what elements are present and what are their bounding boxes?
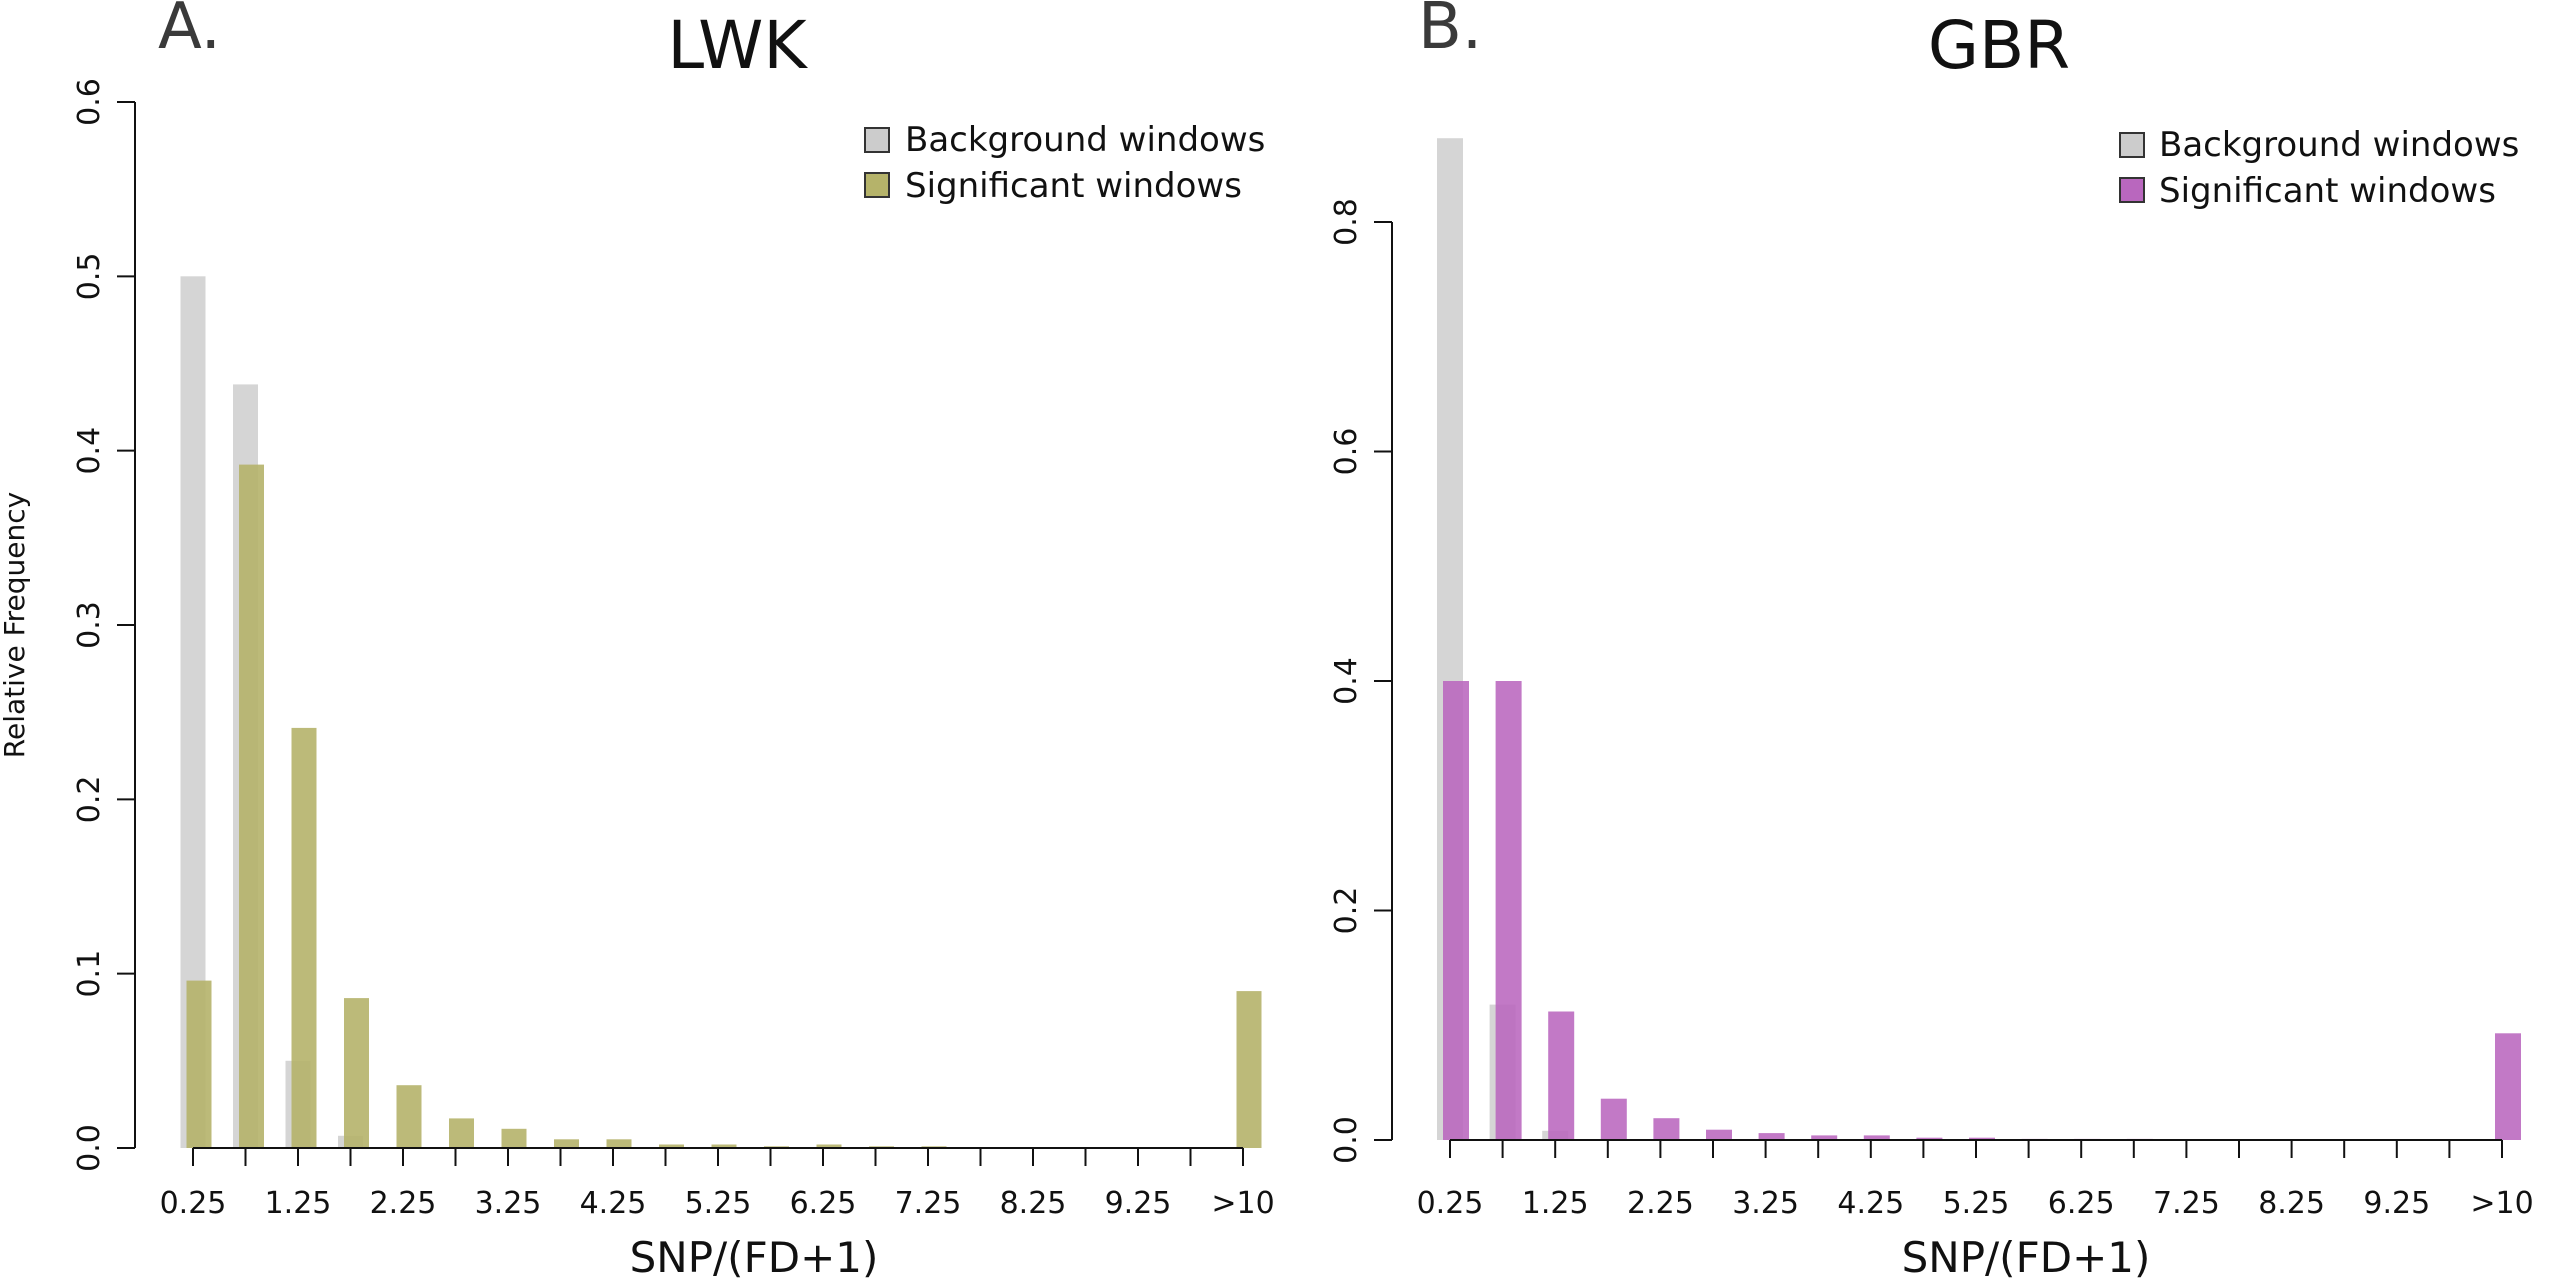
y-axis-label: Relative Frequency bbox=[0, 492, 31, 758]
legend-label-significant: Significant windows bbox=[905, 166, 1242, 206]
x-tick-label: 6.25 bbox=[790, 1186, 857, 1221]
x-tick-label: 5.25 bbox=[685, 1186, 752, 1221]
x-axis-label: SNP/(FD+1) bbox=[630, 1233, 879, 1282]
bar-significant-7 bbox=[554, 1139, 579, 1148]
legend-swatch-background bbox=[864, 127, 890, 153]
bar-significant-8 bbox=[606, 1139, 632, 1148]
bar-significant-5 bbox=[449, 1118, 474, 1148]
y-tick-label: 0.0 bbox=[72, 1124, 107, 1172]
y-tick-label: 0.3 bbox=[72, 601, 107, 649]
x-tick-label: 9.25 bbox=[1105, 1186, 1172, 1221]
y-tick-label: 0.5 bbox=[72, 252, 107, 300]
x-tick-label: 2.25 bbox=[1627, 1186, 1694, 1221]
x-tick-label: 1.25 bbox=[265, 1186, 332, 1221]
bar-significant-1 bbox=[1495, 681, 1522, 1140]
y-tick-label: 0.6 bbox=[1329, 428, 1364, 476]
bar-significant-9 bbox=[659, 1144, 684, 1148]
bar-significant-1 bbox=[239, 464, 264, 1149]
bar-significant-9 bbox=[1916, 1137, 1943, 1140]
bar-significant-2 bbox=[291, 727, 317, 1148]
y-tick-label: 0.1 bbox=[72, 950, 107, 998]
x-tick-label: >10 bbox=[2470, 1186, 2533, 1221]
y-tick-label: 0.2 bbox=[1329, 887, 1364, 935]
legend-label-background: Background windows bbox=[2159, 125, 2519, 165]
bar-significant-8 bbox=[1863, 1135, 1890, 1140]
bars-group bbox=[1437, 138, 2521, 1140]
bar-significant-0 bbox=[186, 980, 212, 1148]
bar-significant-10 bbox=[1969, 1137, 1995, 1140]
bar-significant-2 bbox=[1548, 1011, 1575, 1140]
legend-swatch-significant bbox=[864, 172, 890, 198]
bar-significant-0 bbox=[1443, 681, 1469, 1140]
chart-title: LWK bbox=[667, 7, 808, 84]
y-tick-label: 0.2 bbox=[72, 775, 107, 823]
bar-significant-20 bbox=[2495, 1033, 2521, 1140]
bar-significant-4 bbox=[396, 1085, 422, 1148]
axes-group: 0.0 0.1 0.2 0.3 0.4 0.5 0.6 0.25 1.25 2.25 3.25 4.2… bbox=[72, 78, 1275, 1221]
x-tick-label: >10 bbox=[1211, 1186, 1274, 1221]
bar-significant-7 bbox=[1811, 1135, 1838, 1140]
x-tick-label: 3.25 bbox=[475, 1186, 542, 1221]
panel-label: B. bbox=[1418, 0, 1482, 64]
legend: Background windows Significant windows bbox=[2119, 125, 2519, 211]
panel-a: A. LWK 0.0 0.1 0.2 0.3 0.4 0.5 0.6 0.25 1.25 2.25… bbox=[72, 0, 1275, 1282]
y-tick-label: 0.6 bbox=[72, 78, 107, 126]
x-tick-label: 3.25 bbox=[1732, 1186, 1799, 1221]
chart-title: GBR bbox=[1928, 7, 2070, 84]
bar-significant-10 bbox=[711, 1144, 737, 1148]
x-tick-label: 4.25 bbox=[580, 1186, 647, 1221]
x-tick-label: 8.25 bbox=[2258, 1186, 2325, 1221]
panel-label: A. bbox=[158, 0, 221, 64]
x-tick-label: 7.25 bbox=[895, 1186, 962, 1221]
x-tick-label: 0.25 bbox=[160, 1186, 227, 1221]
bar-significant-20 bbox=[1236, 991, 1262, 1148]
y-tick-label: 0.8 bbox=[1329, 198, 1364, 246]
y-tick-label: 0.4 bbox=[72, 427, 107, 475]
bar-significant-6 bbox=[501, 1128, 527, 1148]
x-tick-label: 1.25 bbox=[1522, 1186, 1589, 1221]
y-tick-label: 0.0 bbox=[1329, 1116, 1364, 1164]
legend-swatch-background bbox=[2119, 132, 2145, 158]
x-tick-label: 8.25 bbox=[1000, 1186, 1067, 1221]
bar-significant-3 bbox=[1600, 1098, 1627, 1140]
bar-significant-6 bbox=[1758, 1133, 1785, 1140]
legend: Background windows Significant windows bbox=[864, 120, 1265, 206]
bar-significant-4 bbox=[1653, 1118, 1680, 1140]
x-tick-label: 7.25 bbox=[2153, 1186, 2220, 1221]
bar-significant-12 bbox=[816, 1144, 842, 1148]
bars-group bbox=[180, 276, 1262, 1149]
legend-label-background: Background windows bbox=[905, 120, 1265, 160]
axes-group: 0.0 0.2 0.4 0.6 0.8 0.25 1.25 2.25 3.25 4.25 5.25 6… bbox=[1329, 198, 2534, 1221]
x-tick-label: 4.25 bbox=[1837, 1186, 1904, 1221]
x-tick-label: 6.25 bbox=[2048, 1186, 2115, 1221]
bar-significant-3 bbox=[344, 998, 369, 1148]
bar-significant-5 bbox=[1706, 1129, 1732, 1140]
panel-b: B. GBR 0.0 0.2 0.4 0.6 0.8 0.25 1.25 2.25 3.25 4.… bbox=[1329, 0, 2534, 1282]
legend-label-significant: Significant windows bbox=[2159, 171, 2496, 211]
y-tick-label: 0.4 bbox=[1329, 657, 1364, 705]
x-axis-label: SNP/(FD+1) bbox=[1902, 1233, 2151, 1282]
x-tick-label: 5.25 bbox=[1943, 1186, 2010, 1221]
x-tick-label: 9.25 bbox=[2363, 1186, 2430, 1221]
x-tick-label: 2.25 bbox=[370, 1186, 437, 1221]
x-tick-label: 0.25 bbox=[1417, 1186, 1484, 1221]
legend-swatch-significant bbox=[2119, 177, 2145, 203]
